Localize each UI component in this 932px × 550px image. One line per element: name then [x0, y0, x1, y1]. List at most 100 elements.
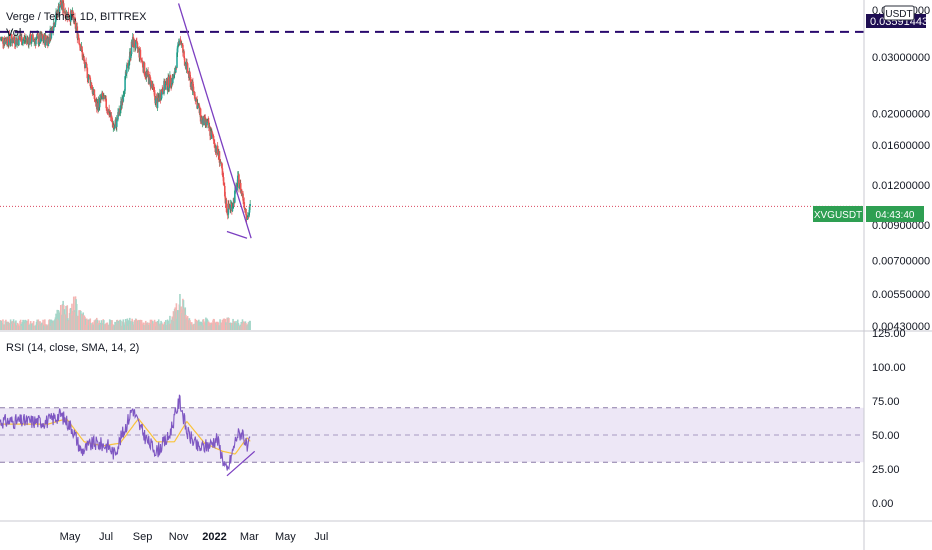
candle-body — [34, 40, 36, 41]
candle-body — [36, 34, 39, 36]
candle-body — [154, 97, 157, 104]
candle-body — [186, 61, 188, 64]
candle-body — [164, 82, 167, 85]
volume-bar — [57, 309, 60, 330]
candle-body — [186, 63, 189, 73]
candle-body — [124, 71, 127, 77]
candle-body — [180, 40, 182, 45]
price-tick-label: 0.00550000 — [872, 289, 930, 301]
candle-body — [72, 11, 74, 18]
candle-body — [229, 204, 232, 210]
time-axis-label: Nov — [169, 531, 189, 543]
candle-body — [24, 39, 27, 41]
candle-body — [35, 39, 37, 45]
candle-body — [197, 103, 200, 106]
volume-bar — [120, 320, 122, 330]
volume-bar — [15, 320, 17, 330]
volume-bar — [108, 319, 111, 330]
price-divergence-line — [226, 230, 248, 239]
candle-body — [166, 78, 168, 90]
candle-body — [9, 42, 12, 44]
candle-body — [167, 76, 170, 89]
candle-body — [82, 57, 85, 60]
candle-body — [139, 49, 142, 58]
volume-bar — [32, 321, 35, 330]
candle-body — [201, 119, 204, 124]
price-trendline — [177, 3, 252, 239]
rsi-divergence-line — [226, 450, 256, 477]
candle-body — [41, 35, 44, 39]
candle-body — [101, 92, 104, 97]
volume-bar — [66, 305, 69, 330]
candle-body — [124, 76, 126, 91]
candle-body — [238, 186, 241, 189]
candle-body — [44, 35, 47, 46]
candle-body — [221, 162, 223, 169]
volume-bar — [65, 305, 67, 330]
candle-body — [182, 45, 184, 53]
candle-body — [236, 183, 238, 191]
time-axis[interactable]: May Jul Sep Nov 2022 Mar May Jul — [60, 531, 329, 543]
trend-drawings — [177, 3, 252, 239]
candle-body — [47, 37, 50, 46]
candle-body — [127, 63, 129, 68]
last-price-countdown: 04:43:40 — [876, 210, 915, 221]
candle-body — [183, 57, 186, 66]
candle-body — [140, 58, 143, 61]
candle-body — [22, 39, 25, 41]
candle-body — [206, 121, 208, 126]
candle-body — [156, 95, 159, 108]
volume-bar — [179, 293, 181, 330]
candle-body — [83, 59, 86, 64]
volume-bar — [202, 319, 205, 330]
candle-body — [135, 40, 138, 42]
volume-label[interactable]: Vol — [6, 27, 21, 39]
candle-body — [117, 112, 119, 120]
candle-body — [54, 20, 57, 25]
candle-body — [192, 81, 194, 87]
candle-body — [155, 97, 158, 99]
time-axis-label: May — [275, 531, 296, 543]
candle-body — [89, 77, 92, 87]
candle-body — [175, 67, 177, 73]
time-axis-label: Sep — [133, 531, 153, 543]
candle-body — [193, 91, 196, 99]
candle-body — [225, 199, 228, 212]
candle-body — [195, 97, 198, 100]
volume-bar — [157, 319, 160, 330]
candle-body — [58, 7, 61, 14]
candle-body — [84, 62, 87, 68]
rsi-scale[interactable]: 125.00 100.00 75.00 50.00 25.00 0.00 — [872, 328, 906, 510]
candle-body — [13, 38, 15, 41]
candle-body — [81, 52, 84, 60]
candle-body — [164, 84, 166, 90]
candle-body — [45, 35, 47, 40]
volume-bar — [49, 319, 51, 330]
price-scale[interactable]: 0.03000000 0.02000000 0.01600000 0.01200000… — [872, 52, 930, 333]
candle-body — [242, 200, 245, 203]
candle-body — [19, 37, 21, 40]
svg-text:USDT: USDT — [885, 9, 912, 20]
symbol-title[interactable]: Verge / Tether, 1D, BITTREX — [6, 11, 147, 23]
price-tick-label: 0.00430000 — [872, 321, 930, 333]
candle-body — [9, 40, 11, 43]
candle-body — [143, 62, 146, 76]
candle-body — [189, 72, 191, 77]
candle-body — [104, 95, 106, 100]
candle-body — [68, 17, 70, 19]
time-axis-label: Jul — [314, 531, 328, 543]
candle-body — [78, 43, 81, 45]
candle-body — [127, 65, 130, 68]
candle-body — [106, 109, 109, 112]
candle-body — [6, 38, 9, 45]
currency-badge[interactable]: USDT — [883, 5, 915, 21]
volume-bar — [154, 321, 156, 330]
rsi-label[interactable]: RSI (14, close, SMA, 14, 2) — [6, 342, 139, 354]
volume-bar — [205, 317, 207, 330]
candle-body — [246, 219, 249, 220]
candle-body — [212, 135, 215, 141]
candle-body — [140, 57, 142, 59]
candle-body — [21, 36, 23, 45]
candle-body — [8, 33, 11, 41]
